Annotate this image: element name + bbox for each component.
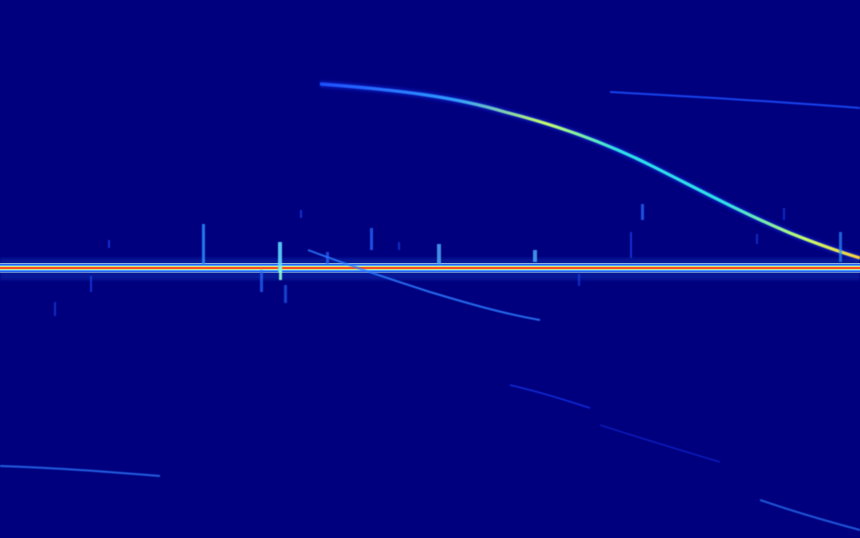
faint-upper-right-trace — [609, 91, 860, 109]
short-vertical-bursts — [54, 204, 842, 316]
faint-lower-diagonal-traces — [0, 249, 860, 531]
horizontal-carrier-line — [0, 263, 860, 273]
descending-doppler-trace — [319, 80, 860, 262]
